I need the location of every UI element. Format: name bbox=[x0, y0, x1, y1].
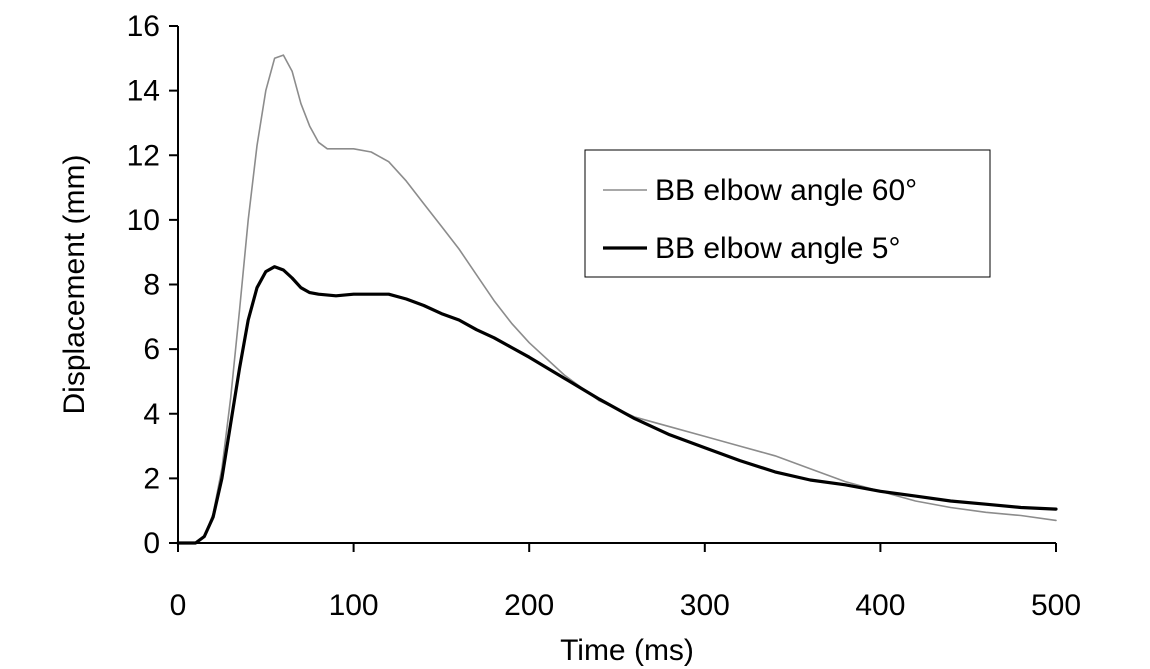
legend-label-series-0: BB elbow angle 60° bbox=[655, 174, 917, 207]
y-tick-label: 14 bbox=[127, 75, 160, 108]
series-line-0 bbox=[177, 54, 1057, 544]
y-ticks: 0 2 4 6 8 10 12 14 16 bbox=[127, 10, 178, 560]
x-tick-label: 500 bbox=[1031, 589, 1081, 622]
y-tick-label: 10 bbox=[127, 204, 160, 237]
y-tick-label: 6 bbox=[143, 333, 160, 366]
y-tick-label: 8 bbox=[143, 269, 160, 302]
y-axis-title: Displacement (mm) bbox=[58, 154, 91, 414]
y-tick-label: 4 bbox=[143, 398, 160, 431]
series-line-1 bbox=[176, 265, 1058, 545]
x-tick-label: 0 bbox=[170, 589, 187, 622]
x-axis-title: Time (ms) bbox=[560, 634, 694, 667]
y-tick-label: 2 bbox=[143, 462, 160, 495]
x-tick-label: 200 bbox=[504, 589, 554, 622]
legend-label-series-1: BB elbow angle 5° bbox=[655, 232, 901, 265]
x-tick-label: 300 bbox=[680, 589, 730, 622]
y-tick-label: 0 bbox=[143, 527, 160, 560]
y-tick-label: 16 bbox=[127, 10, 160, 43]
legend: BB elbow angle 60° BB elbow angle 5° bbox=[584, 149, 991, 278]
x-tick-label: 100 bbox=[329, 589, 379, 622]
legend-box bbox=[584, 149, 991, 278]
axes bbox=[177, 26, 1056, 544]
plot-area bbox=[176, 54, 1058, 545]
x-tick-label: 400 bbox=[855, 589, 905, 622]
y-tick-label: 12 bbox=[127, 139, 160, 172]
x-ticks: 0 100 200 300 400 500 bbox=[170, 543, 1081, 622]
